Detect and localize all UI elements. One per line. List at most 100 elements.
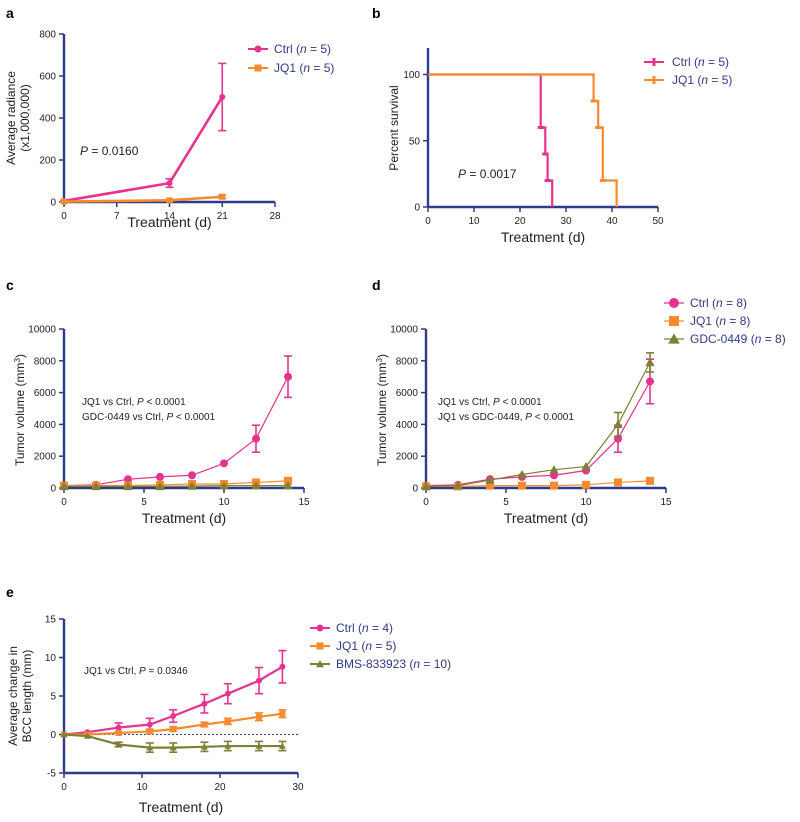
y-axis-label: (x1,000,000) xyxy=(18,84,32,151)
legend-label: JQ1 (n = 5) xyxy=(336,639,396,653)
data-point xyxy=(169,744,177,751)
y-axis-label: Tumor volume (mm3) xyxy=(375,354,390,466)
stat-annotation: JQ1 vs Ctrl, P < 0.0001 xyxy=(438,397,542,408)
data-point xyxy=(279,663,286,670)
y-tick-label: 200 xyxy=(39,156,56,167)
data-point xyxy=(146,721,153,728)
data-point xyxy=(155,481,165,491)
x-tick-label: 10 xyxy=(136,782,148,793)
data-point xyxy=(283,481,293,490)
x-axis-label: Treatment (d) xyxy=(142,510,226,526)
data-point xyxy=(517,469,527,479)
panel-label-a: a xyxy=(6,5,14,21)
y-tick-label: 0 xyxy=(50,484,56,495)
data-point xyxy=(219,193,226,200)
data-point xyxy=(220,459,228,468)
y-tick-label: 400 xyxy=(39,114,56,125)
data-point xyxy=(187,481,197,490)
y-axis-label: Average change in xyxy=(6,646,20,746)
x-axis-label: Treatment (d) xyxy=(504,510,588,526)
data-point xyxy=(83,732,91,739)
stat-annotation: GDC-0449 vs Ctrl, P < 0.0001 xyxy=(82,412,216,423)
data-point xyxy=(166,197,173,204)
y-axis-label: Average radiance xyxy=(4,71,18,165)
series-ctrl xyxy=(60,62,227,204)
legend-marker xyxy=(669,316,679,326)
y-tick-label: 15 xyxy=(45,615,57,626)
x-tick-label: 5 xyxy=(141,497,147,508)
data-point xyxy=(170,726,177,733)
y-axis-label: Tumor volume (mm3) xyxy=(13,354,28,466)
data-point xyxy=(115,729,122,736)
x-tick-label: 0 xyxy=(61,782,67,793)
series-jq1 xyxy=(428,73,618,207)
x-axis-label: Treatment (d) xyxy=(501,229,585,245)
data-point xyxy=(421,481,431,491)
y-tick-label: 10000 xyxy=(390,325,418,336)
x-tick-label: 5 xyxy=(503,497,509,508)
legend-label: Ctrl (n = 5) xyxy=(672,55,729,69)
legend-label: JQ1 (n = 5) xyxy=(274,61,334,75)
x-axis-label: Treatment (d) xyxy=(139,799,223,815)
data-point xyxy=(646,476,654,485)
data-point xyxy=(485,475,495,484)
legend-label: GDC-0449 (n = 8) xyxy=(690,332,786,346)
panel-e: e 0 10 20 30 -5 0 5 10 15 Treatment (d) Average cha… xyxy=(6,584,451,815)
data-point xyxy=(278,742,286,749)
series-line xyxy=(64,485,288,488)
y-tick-label: 0 xyxy=(412,484,418,495)
data-point xyxy=(224,718,231,725)
legend-marker xyxy=(316,642,324,650)
x-tick-label: 28 xyxy=(269,211,281,222)
legend-label: JQ1 (n = 8) xyxy=(690,314,750,328)
legend-label: JQ1 (n = 5) xyxy=(672,73,732,87)
data-point xyxy=(582,480,590,489)
data-point xyxy=(123,481,133,491)
data-point xyxy=(219,481,229,490)
legend: Ctrl (n = 5) JQ1 (n = 5) xyxy=(248,42,334,75)
x-tick-label: 0 xyxy=(425,216,431,227)
series-gdc-0449 xyxy=(421,352,655,491)
y-tick-label: 10 xyxy=(45,653,57,664)
data-point xyxy=(284,476,292,485)
x-tick-label: 10 xyxy=(580,497,592,508)
legend-label: BMS-833923 (n = 10) xyxy=(336,657,451,671)
legend-label: Ctrl (n = 4) xyxy=(336,621,393,635)
series-bms-833923 xyxy=(60,731,287,754)
data-point xyxy=(115,724,122,731)
legend-label: Ctrl (n = 5) xyxy=(274,42,331,56)
x-tick-label: 30 xyxy=(560,216,572,227)
data-point xyxy=(256,713,262,720)
stat-annotation: P = 0.0017 xyxy=(458,167,517,181)
series-line xyxy=(63,376,289,487)
y-tick-label: 6000 xyxy=(34,388,57,399)
y-axis-label: BCC length (mm) xyxy=(20,650,34,743)
data-point xyxy=(146,728,153,735)
data-point xyxy=(146,744,154,751)
data-point xyxy=(518,481,526,490)
x-tick-label: 0 xyxy=(423,497,429,508)
series-ctrl xyxy=(61,649,287,738)
series-gdc-0449 xyxy=(59,481,293,491)
data-point xyxy=(486,481,494,490)
x-tick-label: 0 xyxy=(61,211,67,222)
data-point xyxy=(124,475,132,484)
series-line xyxy=(426,480,651,488)
data-point xyxy=(219,94,226,100)
data-point xyxy=(256,677,262,684)
data-point xyxy=(188,471,196,480)
y-tick-label: 0 xyxy=(50,198,56,209)
y-tick-label: 8000 xyxy=(396,356,419,367)
x-tick-label: 21 xyxy=(217,211,229,222)
y-tick-label: 2000 xyxy=(34,452,57,463)
legend-marker xyxy=(316,624,324,632)
data-point xyxy=(252,434,260,443)
x-axis-label: Treatment (d) xyxy=(127,214,211,230)
panel-a: a 0 7 14 21 28 0 200 400 600 800 Treatment (d) Avera… xyxy=(4,5,334,230)
series-line xyxy=(64,480,289,487)
x-tick-label: 15 xyxy=(298,497,310,508)
data-point xyxy=(91,481,101,491)
y-tick-label: 4000 xyxy=(396,420,419,431)
series-jq1 xyxy=(60,193,227,205)
